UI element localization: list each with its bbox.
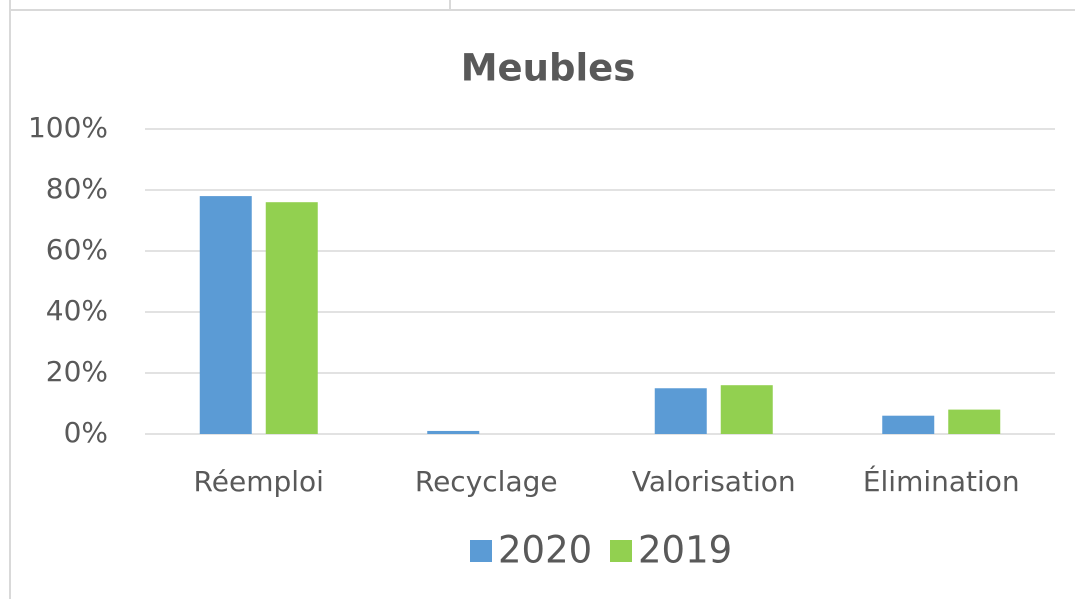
x-tick-label: Valorisation — [632, 465, 796, 498]
bar — [654, 388, 707, 434]
bar — [199, 196, 252, 434]
legend-swatch — [470, 540, 492, 562]
y-tick-label: 80% — [46, 172, 108, 205]
y-tick-label: 60% — [46, 233, 108, 266]
legend-label: 2020 — [498, 529, 592, 572]
y-tick-label: 20% — [46, 355, 108, 388]
legend-label: 2019 — [638, 529, 732, 572]
y-tick-label: 0% — [64, 416, 108, 449]
y-tick-label: 100% — [28, 111, 108, 144]
bar — [265, 202, 318, 434]
bar — [882, 415, 935, 434]
y-tick-label: 40% — [46, 294, 108, 327]
x-tick-label: Élimination — [863, 464, 1020, 498]
x-tick-label: Réemploi — [194, 465, 324, 498]
x-tick-label: Recyclage — [415, 465, 558, 498]
bar — [720, 385, 773, 434]
chart-title: Meubles — [461, 47, 636, 90]
bar — [948, 409, 1001, 434]
bar — [427, 430, 480, 434]
legend-swatch — [610, 540, 632, 562]
